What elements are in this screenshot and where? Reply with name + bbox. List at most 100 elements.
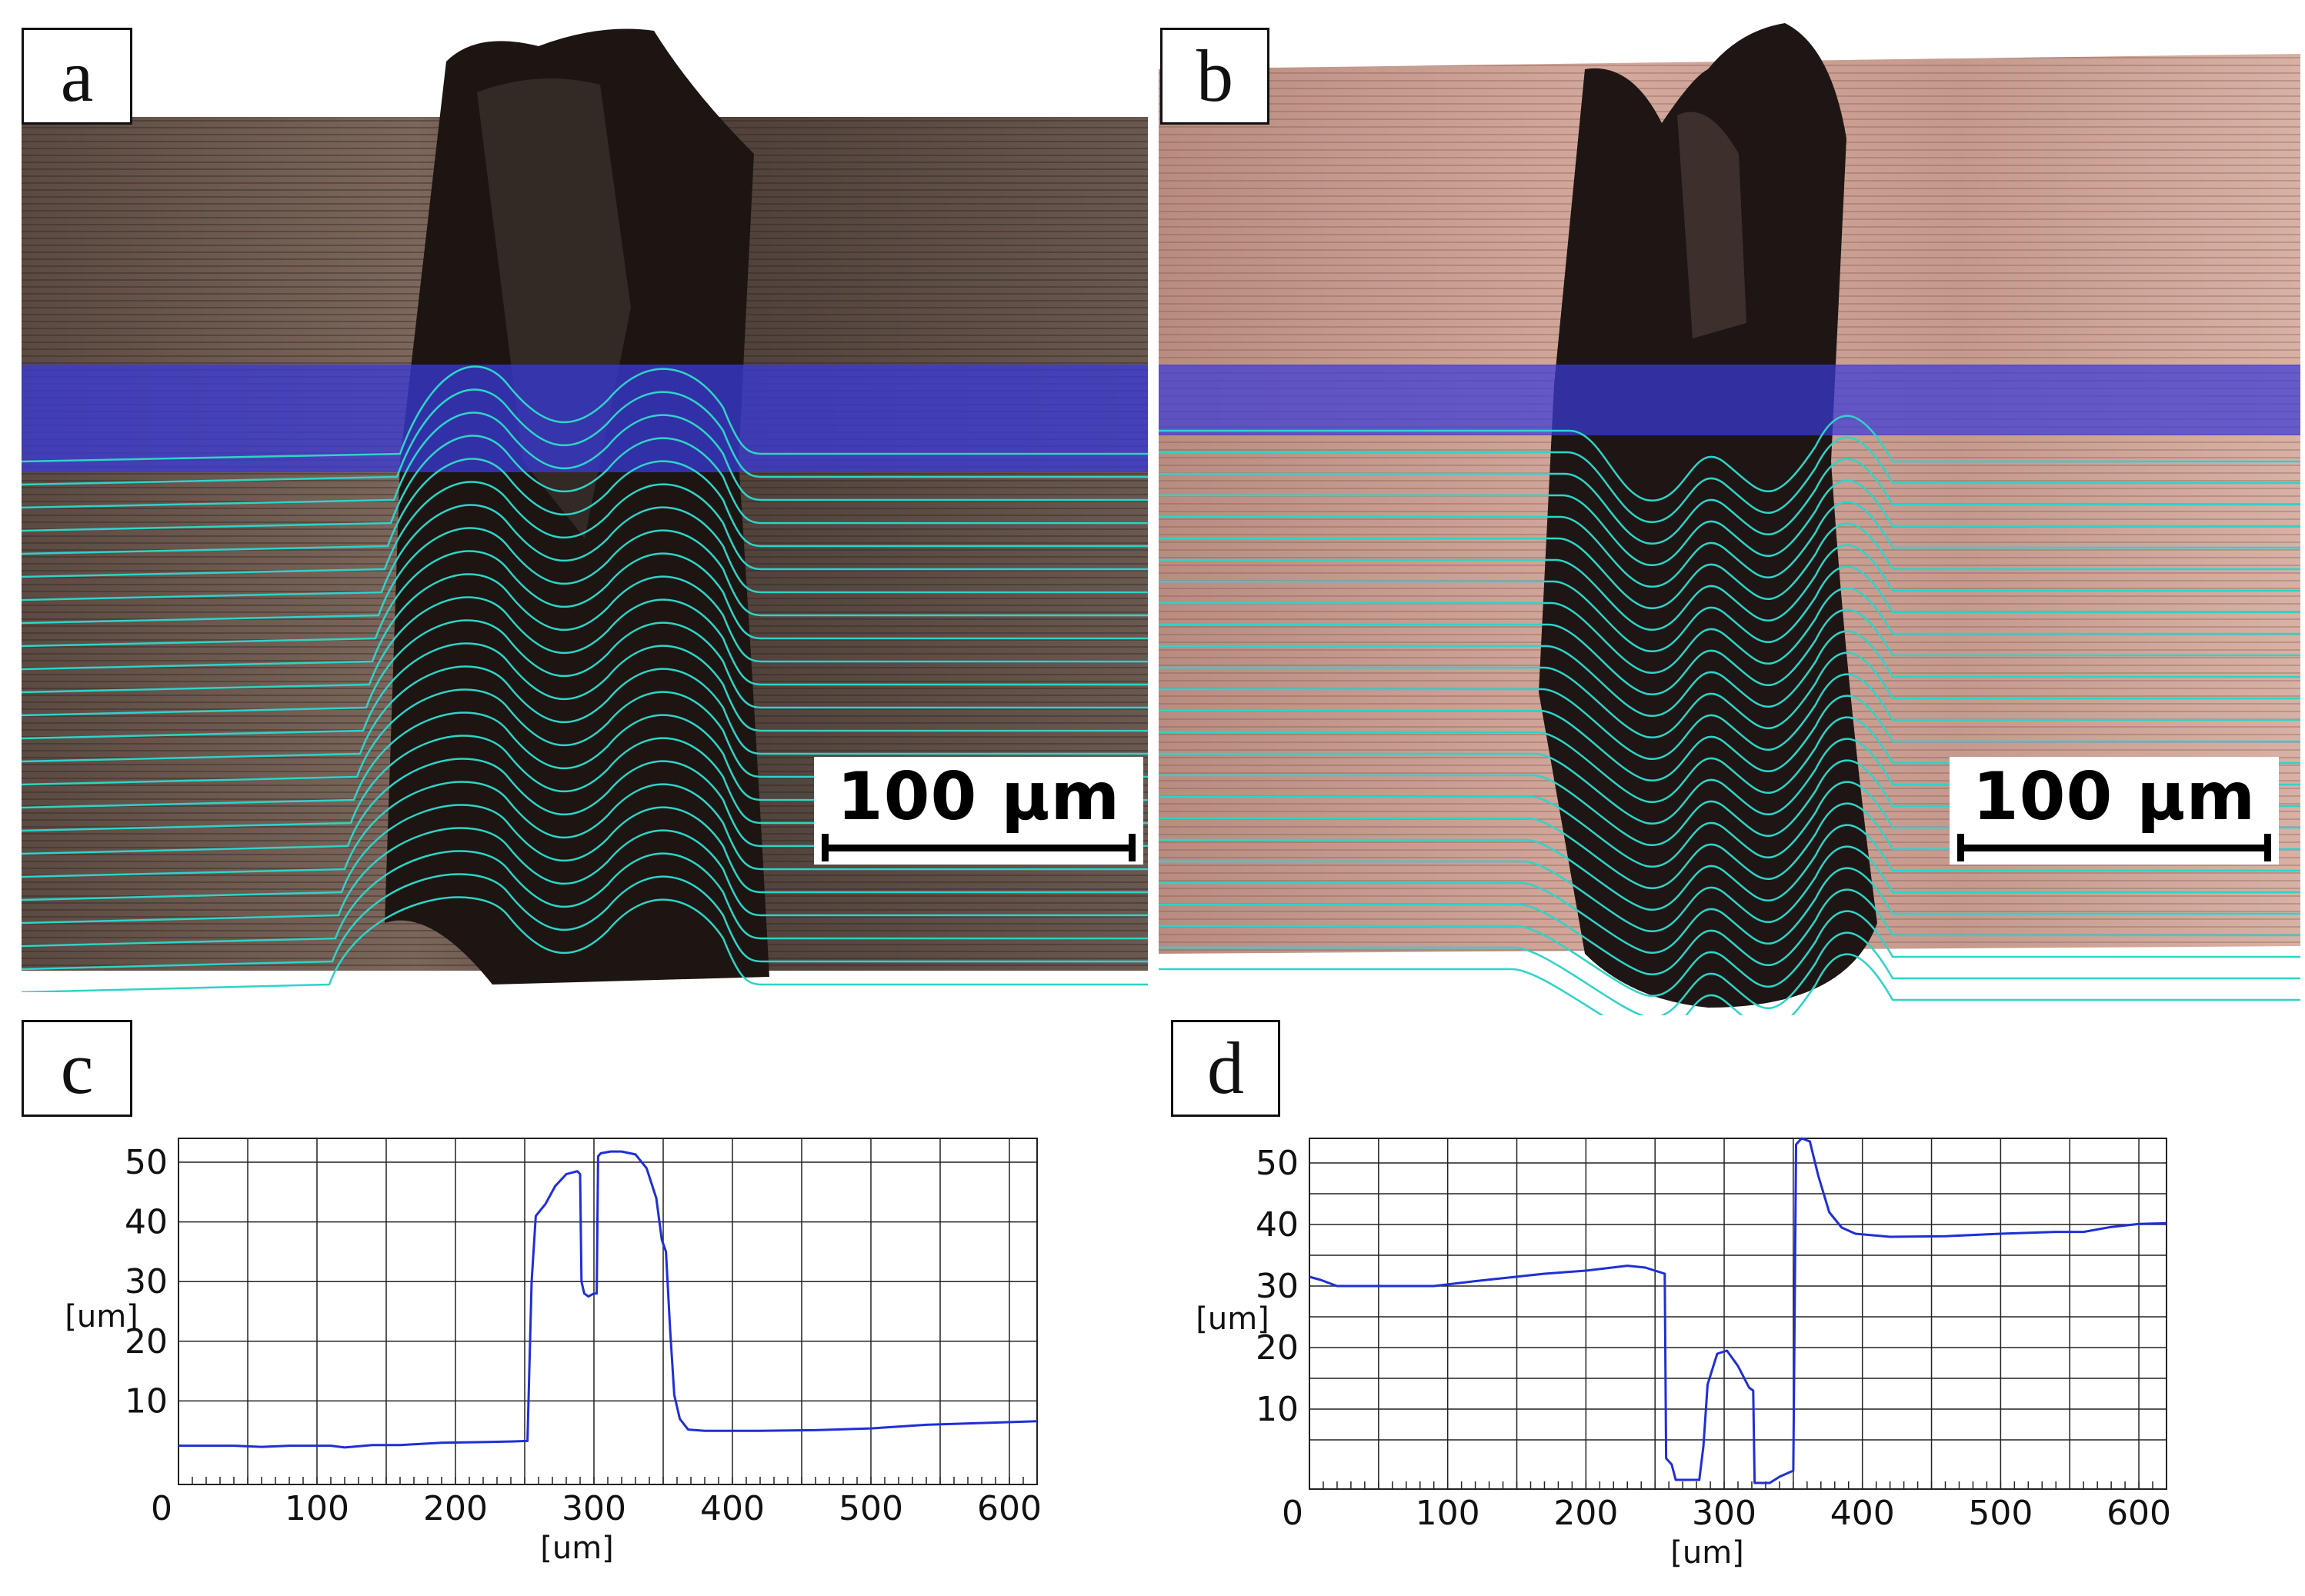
- x-tick-label: 600: [2107, 1494, 2171, 1533]
- panel-letter-a: a: [22, 28, 132, 125]
- contour-line-b: [1159, 867, 2300, 954]
- y-tick-label: 40: [1256, 1205, 1299, 1244]
- selection-band-a: [22, 365, 1148, 472]
- x-tick-label: 200: [423, 1489, 488, 1528]
- x-tick-label: 100: [1416, 1494, 1480, 1533]
- contour-line-a: [21, 827, 1148, 925]
- profile-chart-d-svg: 0 100 200 300 400 500 600 10 20 30 40 50 [um] [um]: [1196, 1137, 2171, 1571]
- contour-line-a: [21, 458, 1148, 555]
- contour-line-a: [21, 873, 1148, 971]
- contour-line-b: [1159, 651, 2300, 738]
- contour-line-b: [1159, 738, 2300, 825]
- scale-bar-cap-right-b: [2264, 834, 2271, 861]
- profile-chart-d: 0 100 200 300 400 500 600 10 20 30 40 50 [um] [um]: [1154, 1123, 2305, 1596]
- y-tick-label: 50: [125, 1143, 168, 1182]
- x-tick-label: 500: [839, 1489, 903, 1528]
- contour-line-b: [1159, 565, 2300, 652]
- contour-line-b: [1159, 587, 2300, 674]
- scale-bar-line-b: [1959, 845, 2270, 851]
- contour-line-b: [1159, 479, 2300, 566]
- panel-letter-b: b: [1160, 28, 1269, 125]
- profile-series-line: [1309, 1137, 2167, 1484]
- scale-bar-label-a: 100 µm: [836, 758, 1121, 835]
- x-tick-label: 400: [700, 1489, 765, 1528]
- x-tick-label: 0: [1282, 1494, 1303, 1533]
- y-tick-label: 30: [125, 1262, 168, 1301]
- y-tick-label: 30: [1256, 1267, 1299, 1306]
- contour-line-b: [1159, 458, 2300, 545]
- x-tick-label: 200: [1553, 1494, 1618, 1533]
- scale-bar-b: 100 µm: [1950, 757, 2279, 865]
- contour-line-b: [1159, 759, 2300, 846]
- contour-line-a: [21, 758, 1148, 855]
- contour-line-b: [1159, 415, 2300, 501]
- contour-line-b: [1159, 953, 2300, 1015]
- x-axis-label: [um]: [540, 1531, 614, 1566]
- scale-bar-cap-right-a: [1129, 834, 1136, 861]
- contour-line-a: [21, 619, 1148, 717]
- scale-bar-a: 100 µm: [814, 757, 1143, 865]
- y-tick-label: 10: [125, 1381, 168, 1421]
- contour-line-b: [1159, 802, 2300, 889]
- contour-line-a: [21, 665, 1148, 763]
- plot-frame: [1309, 1138, 2167, 1490]
- y-tick-label: 40: [125, 1203, 168, 1242]
- contour-line-b: [1159, 716, 2300, 803]
- y-tick-label: 20: [1256, 1328, 1299, 1368]
- y-axis-label: [um]: [65, 1299, 138, 1334]
- y-tick-label: 10: [1256, 1390, 1299, 1429]
- contour-line-a: [21, 550, 1148, 648]
- contour-line-a: [21, 804, 1148, 901]
- surface-profile-render-b: [1159, 23, 2300, 1015]
- contour-line-a: [21, 781, 1148, 878]
- contour-line-a: [21, 735, 1148, 832]
- contour-line-a: [21, 596, 1148, 694]
- x-tick-label: 0: [151, 1489, 172, 1528]
- micrograph-panel-b: [1154, 0, 2305, 1015]
- plot-frame: [178, 1138, 1038, 1485]
- contour-line-b: [1159, 501, 2300, 588]
- profile-chart-c-svg: 0 100 200 300 400 500 600 10 20 30 40 50 [um] [um]: [65, 1138, 1042, 1566]
- contour-line-a: [21, 642, 1148, 740]
- contour-line-a: [21, 481, 1148, 578]
- selection-band-b: [1159, 365, 2300, 435]
- x-tick-label: 100: [285, 1489, 349, 1528]
- contour-line-b: [1159, 608, 2300, 695]
- contour-line-a: [21, 896, 1148, 992]
- contour-line-a: [21, 388, 1148, 486]
- contour-line-b: [1159, 781, 2300, 868]
- contour-line-a: [21, 711, 1148, 809]
- contour-line-a: [21, 688, 1148, 786]
- profile-chart-c: 0 100 200 300 400 500 600 10 20 30 40 50 [um] [um]: [0, 1123, 1077, 1596]
- groove-b: [1539, 23, 1877, 1008]
- scale-bar-label-b: 100 µm: [1972, 758, 2257, 835]
- x-tick-label: 600: [977, 1489, 1042, 1528]
- contour-line-b: [1159, 695, 2300, 781]
- contour-line-a: [21, 527, 1148, 625]
- contour-line-a: [21, 850, 1148, 948]
- scale-bar-cap-left-a: [822, 834, 829, 861]
- x-axis-label: [um]: [1670, 1535, 1744, 1571]
- contour-line-b: [1159, 824, 2300, 911]
- x-tick-label: 300: [562, 1489, 626, 1528]
- contour-line-a: [21, 435, 1148, 532]
- contour-line-a: [21, 573, 1148, 671]
- contour-line-b: [1159, 522, 2300, 609]
- contour-line-b: [1159, 630, 2300, 717]
- contour-line-b: [1159, 910, 2300, 997]
- scale-bar-cap-left-b: [1957, 834, 1964, 861]
- contour-line-a: [21, 504, 1148, 601]
- contour-line-b: [1159, 888, 2300, 975]
- x-tick-label: 300: [1692, 1494, 1756, 1533]
- contour-line-a: [21, 365, 1148, 463]
- contour-line-b: [1159, 931, 2300, 1015]
- contour-line-a: [21, 411, 1148, 509]
- y-tick-label: 20: [125, 1322, 168, 1361]
- x-tick-label: 400: [1830, 1494, 1895, 1533]
- contour-line-b: [1159, 845, 2300, 932]
- profile-series-line: [178, 1150, 1038, 1449]
- panel-letter-c: c: [22, 1020, 132, 1117]
- contour-line-b: [1159, 544, 2300, 631]
- y-axis-label: [um]: [1196, 1301, 1269, 1337]
- panel-letter-d: d: [1171, 1020, 1280, 1117]
